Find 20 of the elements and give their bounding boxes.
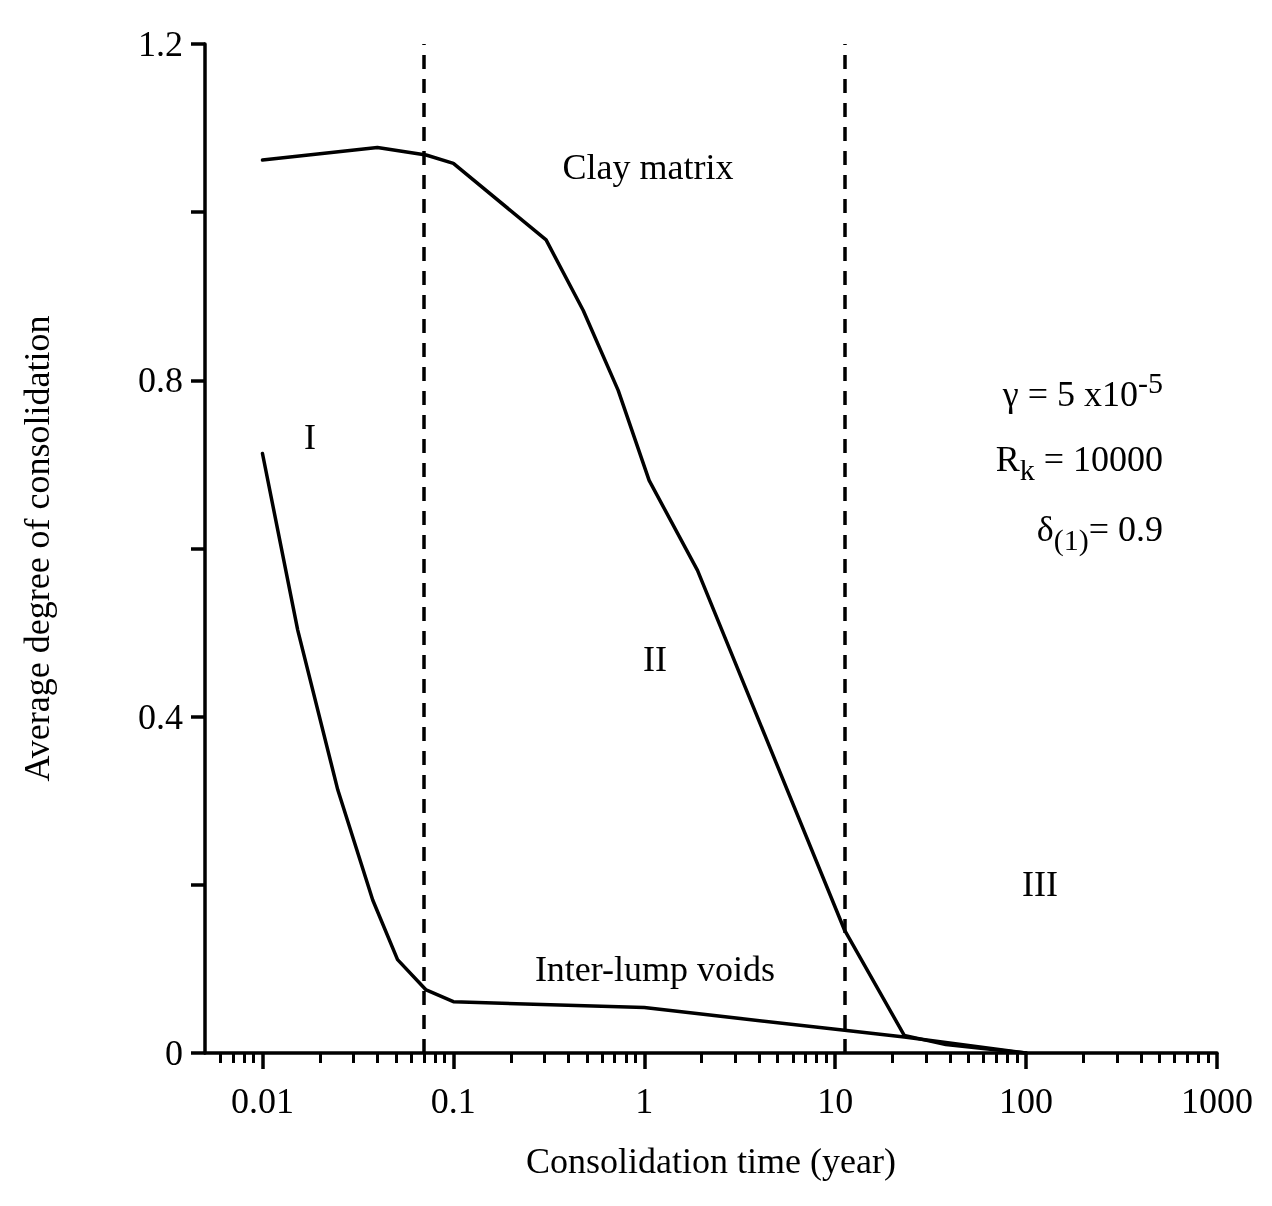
y-tick-label: 0 [165,1033,183,1073]
x-tick-label: 0.01 [230,1081,294,1121]
annotation: Clay matrix [562,147,734,188]
x-tick-label: 1 [635,1081,654,1121]
annotation: III [1022,864,1058,905]
annotation: γ = 5 x10$^{-5}$ [1002,365,1163,415]
annotation: I [304,417,316,458]
annotation: Inter-lump voids [534,949,776,990]
annotation: II [643,639,667,680]
y-tick-label: 1.2 [138,24,183,64]
annotation: δ$_{(1)}$= 0.9 [1036,509,1163,556]
x-tick-label: 0.1 [430,1081,476,1121]
x-axis-title: Consolidation time (year) [526,1141,896,1181]
annotation: R$_{k}$ = 10000 [995,439,1163,486]
y-axis-title: Average degree of consolidation [17,315,57,782]
y-tick-label: 0.4 [138,696,183,737]
x-tick-label: 100 [999,1081,1054,1121]
x-tick-label: 1000 [1181,1081,1253,1121]
y-tick-label: 0.8 [138,360,183,401]
x-tick-label: 10 [817,1081,854,1121]
